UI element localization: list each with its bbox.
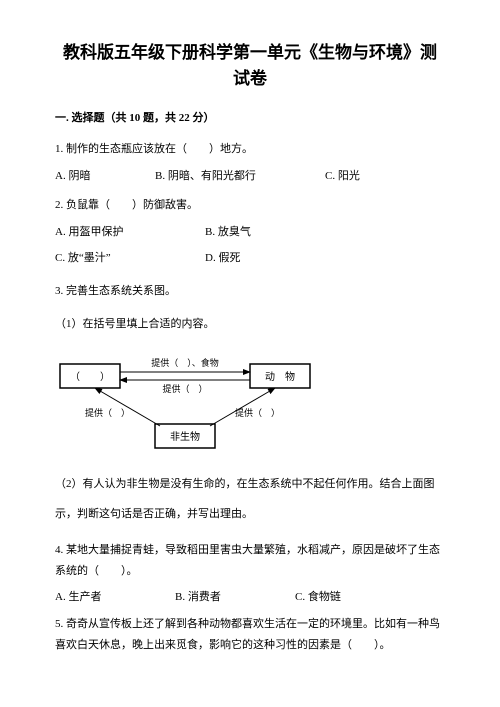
q2-stem: 2. 负鼠靠（ ）防御敌害。: [55, 193, 445, 217]
ecosystem-diagram: （ ） 动 物 非生物 提供（ ）、食物 提供（ ） 提供（ ） 提供（ ）: [55, 344, 445, 454]
q1-opt-a: A. 阴暗: [55, 167, 155, 183]
exam-page: 教科版五年级下册科学第一单元《生物与环境》测试卷 一. 选择题（共 10 题，共…: [0, 0, 500, 682]
diagram-box-right: 动 物: [265, 370, 295, 383]
q4-options: A. 生产者 B. 消费者 C. 食物链: [55, 588, 445, 604]
q1-stem: 1. 制作的生态瓶应该放在（ ）地方。: [55, 137, 445, 161]
q1-opt-c: C. 阳光: [325, 167, 360, 183]
diagram-edge-top: 提供（ ）、食物: [151, 357, 219, 368]
page-title: 教科版五年级下册科学第一单元《生物与环境》测试卷: [55, 40, 445, 91]
q2-opt-d: D. 假死: [205, 249, 240, 265]
q4-opt-a: A. 生产者: [55, 588, 175, 604]
q2-options-row2: C. 放“墨汁” D. 假死: [55, 249, 445, 265]
q3-sub2: （2）有人认为非生物是没有生命的，在生态系统中不起任何作用。结合上面图: [55, 472, 445, 496]
q2-opt-a: A. 用盔甲保护: [55, 223, 205, 239]
diagram-edge-left: 提供（ ）: [85, 407, 130, 418]
q2-options-row1: A. 用盔甲保护 B. 放臭气: [55, 223, 445, 239]
q2-opt-b: B. 放臭气: [205, 223, 251, 239]
diagram-box-bottom: 非生物: [170, 430, 200, 443]
q3-sub1: （1）在括号里填上合适的内容。: [55, 312, 445, 336]
q1-opt-b: B. 阴暗、有阳光都行: [155, 167, 325, 183]
diagram-box-left: （ ）: [70, 371, 110, 383]
q2-opt-c: C. 放“墨汁”: [55, 249, 205, 265]
diagram-edge-mid: 提供（ ）: [162, 383, 207, 394]
diagram-edge-right: 提供（ ）: [235, 407, 280, 418]
section-head: 一. 选择题（共 10 题，共 22 分）: [55, 109, 445, 125]
q5-stem: 5. 奇奇从宣传板上还了解到各种动物都喜欢生活在一定的环境里。比如有一种鸟喜欢白…: [55, 614, 445, 656]
q4-opt-b: B. 消费者: [175, 588, 295, 604]
q4-stem: 4. 某地大量捕捉青蛙，导致稻田里害虫大量繁殖，水稻减产，原因是破坏了生态系统的…: [55, 540, 445, 582]
q1-options: A. 阴暗 B. 阴暗、有阳光都行 C. 阳光: [55, 167, 445, 183]
q3-sub2b: 示，判断这句话是否正确，并写出理由。: [55, 502, 445, 526]
q4-opt-c: C. 食物链: [295, 588, 341, 604]
q3-stem: 3. 完善生态系统关系图。: [55, 279, 445, 303]
